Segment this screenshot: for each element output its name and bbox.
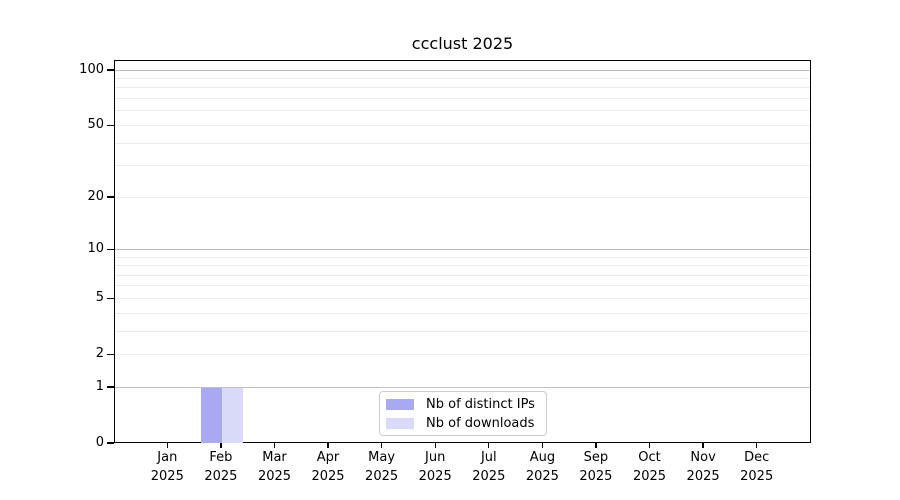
- y-tick: [107, 297, 114, 299]
- y-tick: [107, 386, 114, 388]
- x-tick-label: Aug 2025: [525, 450, 559, 484]
- x-tick-label: Feb 2025: [204, 450, 238, 484]
- legend-item-downloads: Nb of downloads: [386, 416, 540, 431]
- x-tick: [648, 443, 651, 448]
- legend-item-distinct-ips: Nb of distinct IPs: [386, 397, 540, 412]
- x-tick-label: Jan 2025: [150, 450, 184, 484]
- gridline-minor: [115, 353, 810, 355]
- chart-title: ccclust 2025: [411, 34, 514, 53]
- y-tick: [107, 69, 114, 71]
- gridline-major: [115, 69, 810, 71]
- x-tick: [166, 443, 168, 448]
- gridline-minor: [115, 265, 810, 266]
- y-tick-label: 5: [95, 290, 104, 306]
- bar-downloads-feb: [221, 388, 244, 443]
- gridline-minor: [115, 165, 810, 167]
- gridline-minor: [115, 297, 810, 299]
- y-tick: [107, 353, 114, 355]
- x-tick-label: Oct 2025: [632, 450, 667, 484]
- x-tick: [273, 443, 276, 448]
- gridline-minor: [115, 124, 810, 126]
- y-tick: [107, 248, 114, 250]
- gridline-minor: [115, 285, 810, 287]
- y-tick-label: 20: [87, 188, 104, 204]
- legend-label-downloads: Nb of downloads: [426, 415, 535, 431]
- x-tick: [702, 443, 704, 448]
- legend: Nb of distinct IPs Nb of downloads: [379, 391, 547, 436]
- gridline-minor: [115, 256, 810, 258]
- y-tick: [107, 442, 114, 444]
- gridline-major: [115, 248, 810, 250]
- gridline-minor: [115, 78, 810, 79]
- x-tick: [488, 443, 490, 448]
- gridline-minor: [115, 196, 810, 198]
- y-tick: [107, 124, 114, 126]
- x-tick-label: Jul 2025: [472, 450, 506, 484]
- x-tick-label: Sep 2025: [579, 450, 613, 484]
- x-tick: [595, 443, 597, 448]
- y-tick-label: 0: [95, 435, 104, 450]
- x-tick: [756, 443, 758, 448]
- y-tick-label: 2: [95, 346, 104, 362]
- gridline-minor: [115, 274, 810, 276]
- x-tick: [220, 443, 222, 448]
- x-tick: [380, 443, 383, 448]
- y-tick-label: 100: [79, 62, 104, 77]
- x-tick-label: Apr 2025: [311, 450, 345, 484]
- x-tick-label: Nov 2025: [686, 450, 720, 484]
- gridline-minor: [115, 312, 810, 314]
- y-tick-label: 10: [87, 241, 104, 257]
- legend-swatch-downloads: [386, 417, 414, 429]
- x-tick-label: Mar 2025: [257, 450, 292, 484]
- y-tick-label: 50: [87, 117, 104, 133]
- bar-distinct-ips-feb: [200, 388, 222, 443]
- gridline-minor: [115, 142, 810, 144]
- y-tick: [107, 196, 114, 198]
- gridline-minor: [115, 98, 810, 100]
- legend-swatch-distinct-ips: [386, 398, 414, 410]
- x-tick: [327, 443, 329, 448]
- gridline-major: [115, 386, 810, 388]
- y-tick-label: 1: [95, 379, 104, 394]
- plot-area: [114, 60, 811, 443]
- gridline-minor: [115, 110, 810, 112]
- x-tick-label: Dec 2025: [740, 450, 774, 484]
- gridline-minor: [115, 330, 810, 332]
- legend-label-distinct-ips: Nb of distinct IPs: [426, 396, 535, 412]
- x-tick-label: May 2025: [365, 450, 399, 484]
- x-tick: [434, 443, 436, 448]
- gridline-minor: [115, 87, 810, 89]
- x-tick-label: Jun 2025: [418, 450, 452, 484]
- x-tick: [541, 443, 544, 448]
